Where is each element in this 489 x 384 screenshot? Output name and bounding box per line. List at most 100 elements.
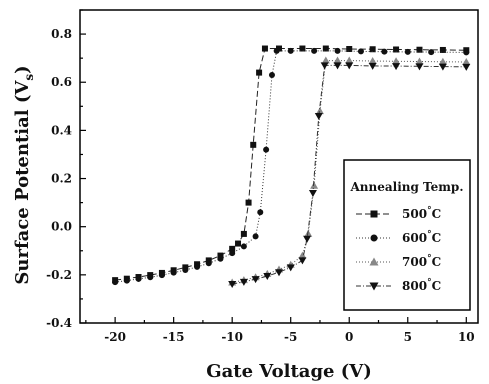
- data-point: [135, 275, 142, 282]
- data-point: [438, 63, 447, 71]
- data-point: [463, 49, 470, 56]
- data-point: [415, 63, 424, 71]
- data-point: [462, 63, 471, 71]
- x-tick-label: -15: [163, 330, 185, 344]
- legend-label: 800°C: [402, 278, 441, 293]
- series-2: [112, 47, 470, 286]
- data-point: [235, 240, 242, 247]
- data-point: [112, 279, 119, 286]
- data-point: [310, 181, 319, 189]
- legend-box: [343, 159, 471, 311]
- data-point: [298, 251, 307, 259]
- data-point: [428, 49, 435, 56]
- data-point: [170, 269, 177, 276]
- legend-label: 600°C: [402, 230, 441, 245]
- data-point: [251, 276, 260, 284]
- data-point: [303, 235, 312, 243]
- series-4: [228, 62, 471, 288]
- x-tick-label: 5: [404, 330, 412, 344]
- data-point: [392, 63, 401, 71]
- data-point: [368, 62, 377, 70]
- data-point: [263, 273, 272, 281]
- data-point: [217, 252, 224, 259]
- data-point: [228, 280, 237, 288]
- data-point: [276, 45, 282, 52]
- data-point: [345, 56, 354, 64]
- data-point: [217, 255, 224, 262]
- legend-label: 500°C: [402, 206, 441, 221]
- y-tick-label: -0.2: [46, 268, 72, 282]
- y-axis-title-close: ): [12, 65, 33, 74]
- legend-items: 500°C 600°C 700°C 800°C: [356, 206, 441, 293]
- data-point: [315, 107, 324, 115]
- data-point: [392, 57, 401, 65]
- data-point: [346, 46, 353, 53]
- data-point: [287, 47, 294, 54]
- data-point: [314, 112, 323, 120]
- data-point: [182, 267, 189, 274]
- x-tick-label: -20: [104, 330, 126, 344]
- data-point: [261, 45, 268, 52]
- y-axis-title-main: Surface Potential (V: [12, 80, 33, 285]
- y-tick-label: 0.2: [51, 172, 72, 186]
- data-point: [240, 243, 247, 250]
- data-point: [268, 72, 275, 79]
- data-point: [322, 45, 329, 52]
- data-point: [404, 48, 411, 55]
- data-point: [245, 199, 252, 206]
- data-point: [320, 62, 329, 70]
- legend-item-4: 800°C: [356, 278, 441, 293]
- legend-item-2: 600°C: [356, 230, 441, 245]
- x-axis-title: Gate Voltage (V): [206, 361, 372, 382]
- data-point: [147, 274, 154, 281]
- x-tick-label: 10: [458, 330, 475, 344]
- legend-title: Annealing Temp.: [349, 180, 463, 194]
- data-point: [393, 46, 400, 53]
- data-point: [321, 56, 330, 64]
- data-point: [263, 146, 270, 153]
- legend-marker: [369, 257, 379, 266]
- data-point: [240, 230, 247, 237]
- x-tick-label: -5: [284, 330, 297, 344]
- data-point: [438, 57, 447, 65]
- data-point: [381, 48, 388, 55]
- data-point: [298, 257, 307, 265]
- y-tick-label: 0.4: [51, 123, 72, 137]
- data-point: [299, 45, 306, 52]
- data-point: [239, 278, 248, 286]
- data-point: [333, 56, 342, 64]
- data-point: [123, 277, 130, 284]
- x-tick-label: 0: [345, 330, 353, 344]
- legend: Annealing Temp. 500°C 600°C 700°C 800°C: [343, 159, 471, 311]
- data-point: [333, 62, 342, 70]
- data-point: [252, 233, 259, 240]
- legend-item-3: 700°C: [356, 254, 441, 269]
- series-layer: [112, 45, 471, 288]
- data-point: [311, 47, 318, 54]
- data-point: [194, 263, 201, 270]
- data-point: [158, 272, 165, 279]
- data-point: [205, 260, 212, 267]
- data-point: [308, 189, 317, 197]
- legend-marker: [370, 234, 378, 242]
- data-point: [256, 69, 263, 76]
- y-tick-label: 0.0: [51, 220, 72, 234]
- data-point: [334, 47, 341, 54]
- data-point: [345, 62, 354, 70]
- data-point: [369, 46, 376, 53]
- legend-item-1: 500°C: [356, 206, 441, 221]
- y-tick-label: 0.8: [51, 27, 72, 41]
- y-axis-title-sub: s: [22, 74, 36, 81]
- y-tick-label: -0.4: [46, 316, 72, 330]
- data-point: [415, 57, 424, 65]
- y-axis-title: Surface Potential (Vs): [12, 65, 36, 284]
- data-point: [273, 47, 280, 54]
- data-point: [416, 46, 423, 53]
- data-point: [275, 269, 283, 277]
- plot-frame: [79, 9, 479, 324]
- x-tick-label: -10: [221, 330, 243, 344]
- legend-marker: [370, 210, 378, 218]
- data-point: [357, 48, 364, 55]
- data-point: [368, 57, 377, 65]
